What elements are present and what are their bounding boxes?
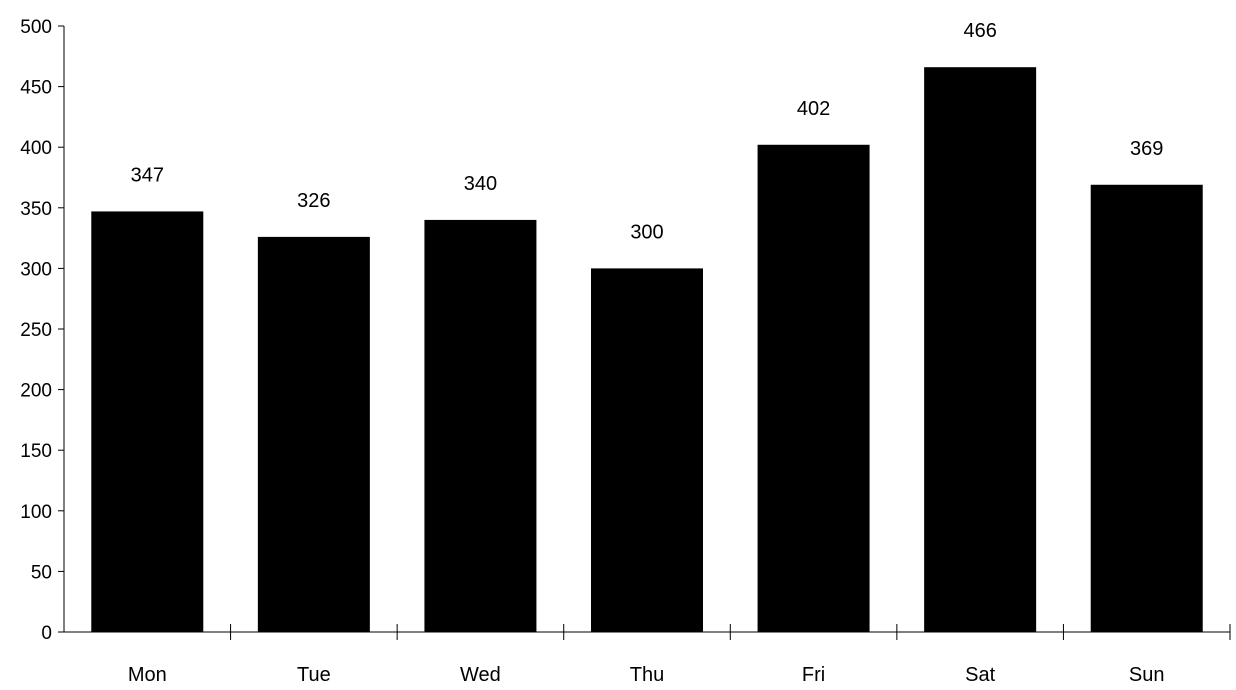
y-tick-label: 400 xyxy=(20,138,52,159)
data-label: 300 xyxy=(630,221,663,243)
y-tick-label: 450 xyxy=(20,78,52,99)
y-tick-label: 50 xyxy=(31,562,52,583)
data-label: 340 xyxy=(464,173,497,195)
data-label: 402 xyxy=(797,98,830,120)
bar-sat xyxy=(924,67,1037,632)
x-tick-label: Sun xyxy=(1129,664,1165,686)
y-tick-label: 300 xyxy=(20,259,52,280)
y-tick-label: 200 xyxy=(20,381,52,402)
x-axis: Mon Tue Wed Thu Fri Sat Sun xyxy=(64,624,1231,686)
data-label: 369 xyxy=(1130,138,1163,160)
bar-mon xyxy=(91,211,204,632)
bars xyxy=(91,67,1203,633)
data-label: 347 xyxy=(131,164,164,186)
bar-tue xyxy=(257,236,370,632)
x-tick-label: Thu xyxy=(630,664,664,686)
data-label: 326 xyxy=(297,190,330,212)
y-tick-label: 100 xyxy=(20,502,52,523)
x-tick-label: Fri xyxy=(802,664,825,686)
y-tick-label: 0 xyxy=(41,623,52,644)
bar-thu xyxy=(591,268,703,632)
y-tick-label: 250 xyxy=(20,320,52,341)
x-tick-label: Sat xyxy=(965,664,995,686)
value-labels: 347 326 340 300 402 466 369 xyxy=(131,20,1164,243)
bar-wed xyxy=(424,219,537,633)
x-tick-label: Tue xyxy=(297,664,331,686)
bar-fri xyxy=(757,144,870,632)
y-axis: 0 50 100 150 200 250 300 350 400 450 500 xyxy=(20,17,65,644)
y-tick-label: 350 xyxy=(20,199,52,220)
x-tick-label: Wed xyxy=(460,664,501,686)
bar-sun xyxy=(1090,184,1203,632)
y-tick-label: 500 xyxy=(20,17,52,38)
y-tick-label: 150 xyxy=(20,441,52,462)
data-label: 466 xyxy=(963,20,996,42)
x-tick-label: Mon xyxy=(128,664,167,686)
